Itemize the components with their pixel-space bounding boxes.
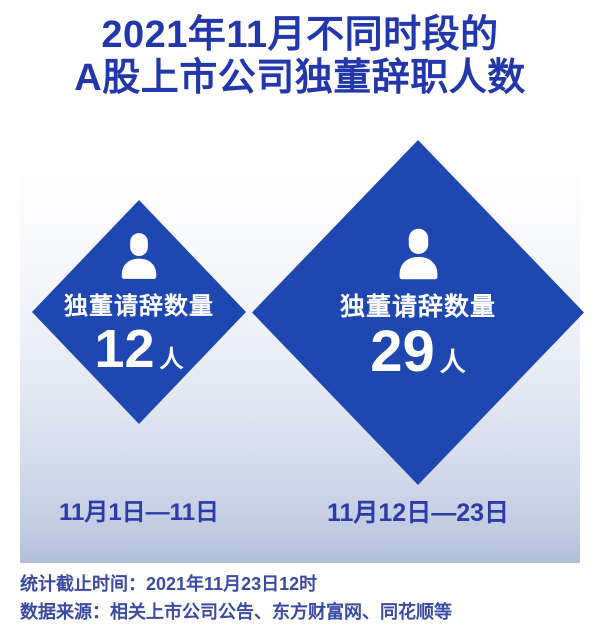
- person-icon: [121, 233, 157, 279]
- page-title-line1: 2021年11月不同时段的: [101, 14, 499, 56]
- resign-count-unit: 人: [159, 346, 184, 373]
- footer: 统计截止时间：2021年11月23日12时 数据来源：相关上市公司公告、东方财富…: [20, 570, 580, 626]
- resign-count: 29 人: [370, 323, 466, 381]
- stat-deadline-text: 统计截止时间：2021年11月23日12时: [20, 574, 318, 594]
- period-label-2: 11月12日—23日: [326, 499, 510, 527]
- resign-count-label: 独董请辞数量: [339, 293, 496, 321]
- page-title-line2: A股上市公司独董辞职人数: [74, 57, 526, 99]
- resign-count-value: 29: [370, 319, 435, 384]
- data-source-text: 数据来源：相关上市公司公告、东方财富网、同花顺等: [20, 602, 452, 622]
- resign-count-value: 12: [94, 319, 155, 379]
- period-label-1: 11月1日—11日: [58, 499, 220, 526]
- person-icon: [399, 228, 437, 280]
- diamond-group-period1: 独董请辞数量 12 人: [32, 200, 246, 424]
- page-title: 2021年11月不同时段的 A股上市公司独董辞职人数: [0, 14, 600, 100]
- resign-count-unit: 人: [439, 347, 466, 377]
- resign-count: 12 人: [94, 322, 183, 376]
- diamond-group-period2: 独董请辞数量 29 人: [252, 140, 584, 485]
- resign-count-label: 独董请辞数量: [64, 293, 214, 320]
